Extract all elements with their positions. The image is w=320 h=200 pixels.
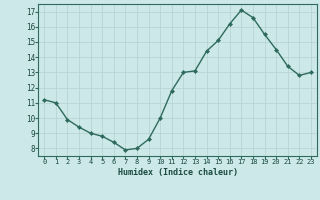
X-axis label: Humidex (Indice chaleur): Humidex (Indice chaleur) — [118, 168, 238, 177]
